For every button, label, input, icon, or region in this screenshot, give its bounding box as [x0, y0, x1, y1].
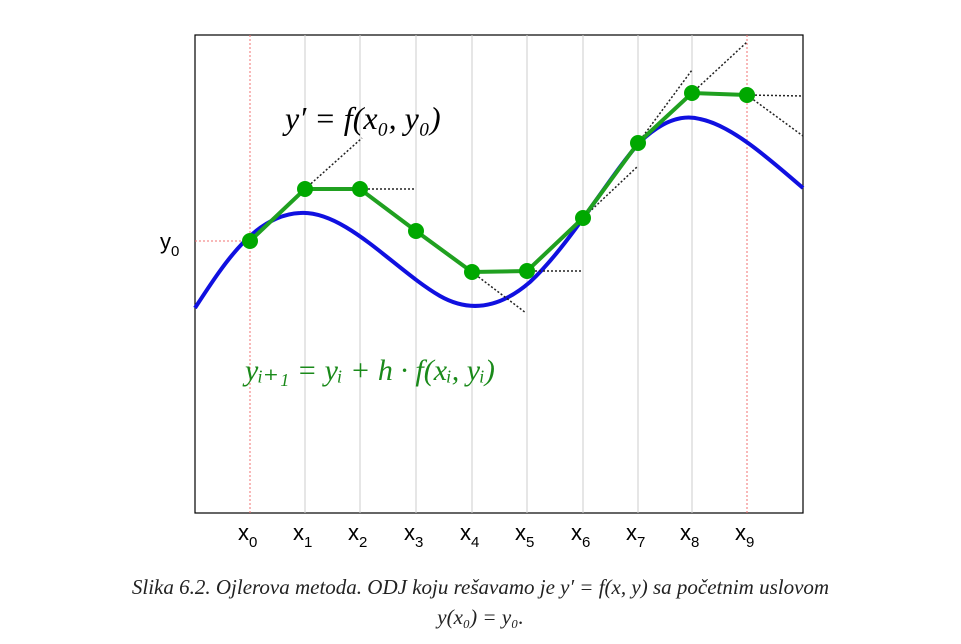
x-tick-label: x9 [735, 520, 754, 551]
euler-point [297, 181, 313, 197]
euler-point [684, 85, 700, 101]
x-tick-label: x0 [238, 520, 257, 551]
euler-method-figure: y0 x0 x1 x2 x3 x4 x5 x6 x7 x8 x9 y′ = f(… [160, 34, 805, 551]
euler-point [630, 135, 646, 151]
euler-point [575, 210, 591, 226]
caption-line-1: Slika 6.2. Ojlerova metoda. ODJ koju reš… [131, 575, 830, 599]
x-tick-label: x4 [460, 520, 479, 551]
euler-points [242, 85, 755, 280]
tangent-lines [304, 41, 804, 314]
euler-equation: yᵢ₊₁ = yᵢ + h · f(xᵢ, yᵢ) [242, 354, 495, 387]
x-tick-label: x1 [293, 520, 312, 551]
euler-point [242, 233, 258, 249]
euler-path [248, 90, 748, 275]
euler-point [739, 87, 755, 103]
x-tick-label: x6 [571, 520, 590, 551]
y0-label: y0 [160, 229, 179, 260]
x-tick-label: x2 [348, 520, 367, 551]
vertical-guide-lines [304, 35, 693, 513]
euler-point [519, 263, 535, 279]
exact-solution-curve [193, 115, 805, 310]
ode-equation: y′ = f(x₀, y₀) [282, 100, 441, 136]
x-tick-label: x7 [626, 520, 645, 551]
initial-value-guides [195, 35, 748, 513]
euler-point [352, 181, 368, 197]
caption-line-2: y(x₀) = y₀. [437, 605, 524, 629]
x-tick-label: x3 [404, 520, 423, 551]
x-tick-label: x8 [680, 520, 699, 551]
figure-caption: Slika 6.2. Ojlerova metoda. ODJ koju reš… [0, 572, 961, 632]
euler-point [464, 264, 480, 280]
euler-point [408, 223, 424, 239]
x-tick-label: x5 [515, 520, 534, 551]
x-tick-labels: x0 x1 x2 x3 x4 x5 x6 x7 x8 x9 [238, 520, 754, 551]
plot-frame [194, 34, 804, 514]
